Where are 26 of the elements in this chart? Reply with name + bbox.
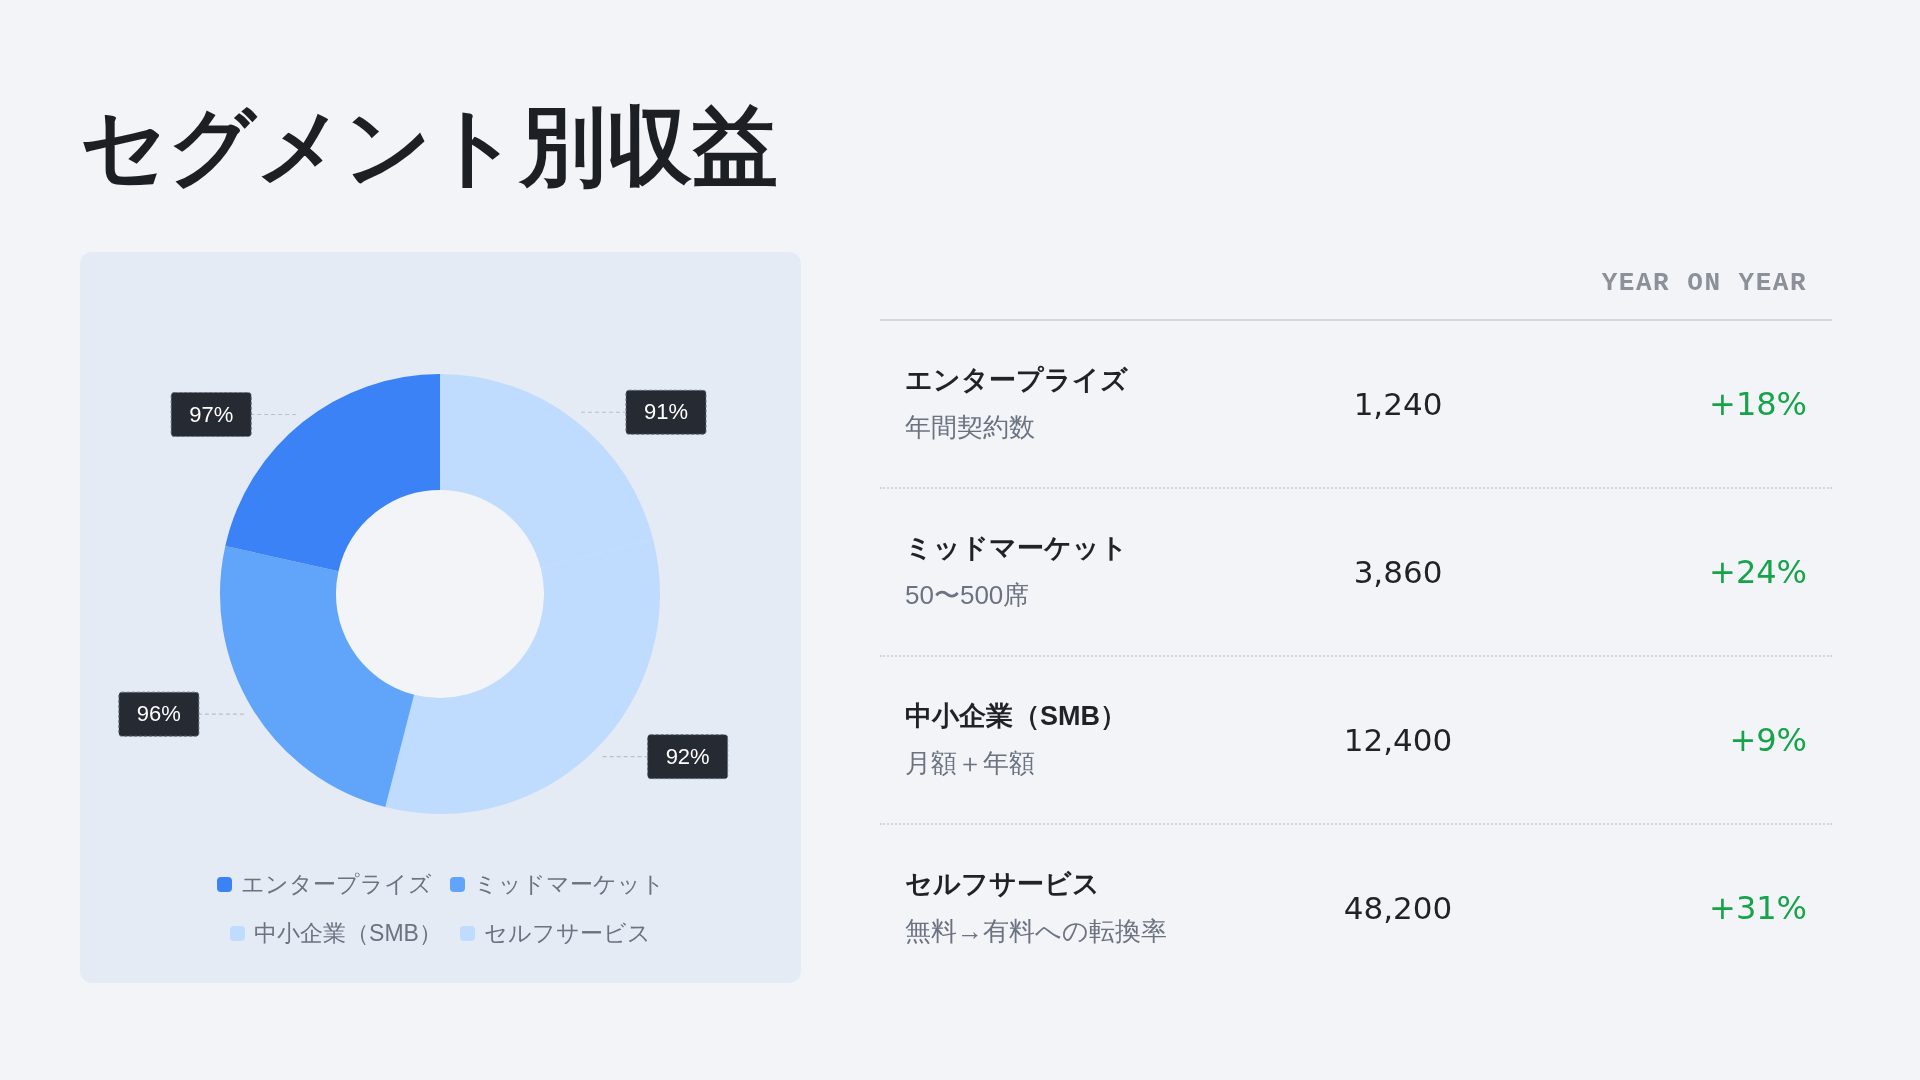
text: +31% <box>1709 888 1807 928</box>
text: 12,400 <box>1342 721 1454 760</box>
text: 月額＋年額 <box>905 747 1035 779</box>
legend-label: ミッドマーケット <box>473 871 665 897</box>
text: 年間契約数 <box>905 411 1035 443</box>
text: 48,200 <box>1342 889 1454 928</box>
text: 91% <box>643 399 689 425</box>
legend-label: エンタープライズ <box>240 871 432 897</box>
text: +9% <box>1729 720 1807 760</box>
text: +24% <box>1709 552 1807 592</box>
text: 1,240 <box>1352 385 1444 424</box>
text: +18% <box>1709 384 1807 424</box>
text: 50〜500席 <box>905 579 1030 611</box>
text: YEAR ON YEAR <box>1601 268 1807 298</box>
chart-title: セグメント別収益 <box>80 98 778 194</box>
text: 92% <box>665 743 710 769</box>
text: 96% <box>136 701 181 727</box>
legend-label: セルフサービス <box>483 920 651 946</box>
legend-label: 中小企業（SMB） <box>254 920 442 946</box>
text: 中小企業（SMB） <box>905 700 1127 732</box>
text: 3,860 <box>1352 553 1444 592</box>
text: 97% <box>189 401 234 427</box>
text: 無料→有料への転換率 <box>905 915 1167 947</box>
text: エンタープライズ <box>905 364 1128 396</box>
text: ミッドマーケット <box>905 532 1128 564</box>
text: セルフサービス <box>905 868 1100 900</box>
